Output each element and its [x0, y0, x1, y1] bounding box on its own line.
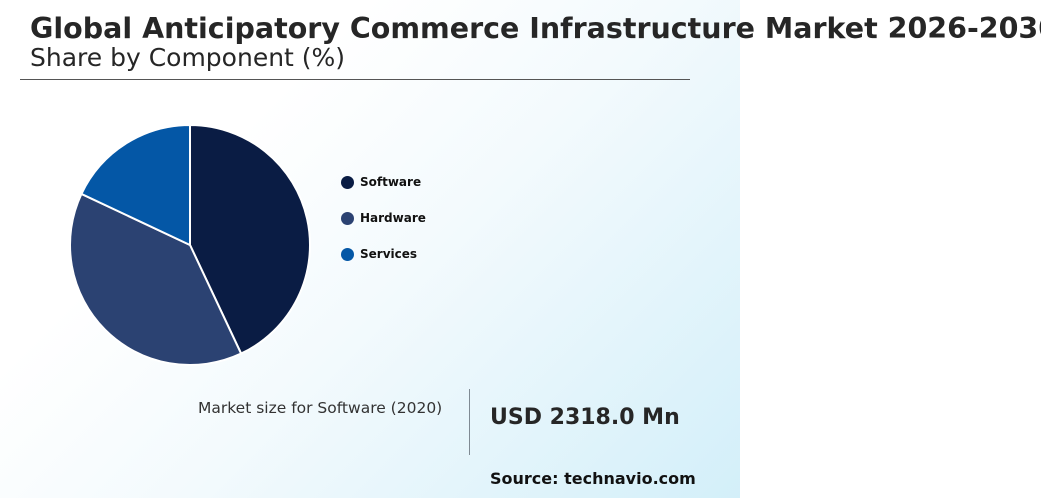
market-size-value: USD 2318.0 Mn [490, 405, 680, 430]
legend-item-hardware: Hardware [341, 211, 426, 247]
chart-title: Global Anticipatory Commerce Infrastruct… [30, 12, 1041, 45]
legend-swatch [341, 248, 354, 261]
legend-label: Hardware [360, 211, 426, 225]
pie-chart [69, 123, 311, 366]
pie-slice-services [80, 123, 191, 247]
title-divider [20, 79, 690, 80]
legend: Software Hardware Services [341, 175, 426, 283]
legend-item-services: Services [341, 247, 426, 283]
legend-label: Software [360, 175, 422, 189]
source-credit: Source: technavio.com [490, 469, 696, 488]
legend-label: Services [360, 247, 418, 261]
legend-item-software: Software [341, 175, 426, 211]
legend-swatch [341, 176, 354, 189]
chart-subtitle: Share by Component (%) [30, 43, 346, 72]
pie-slice-software [189, 123, 311, 355]
market-size-label: Market size for Software (2020) [198, 399, 443, 417]
market-size-divider [469, 389, 470, 455]
legend-swatch [341, 212, 354, 225]
pie-slice-hardware [69, 192, 243, 366]
